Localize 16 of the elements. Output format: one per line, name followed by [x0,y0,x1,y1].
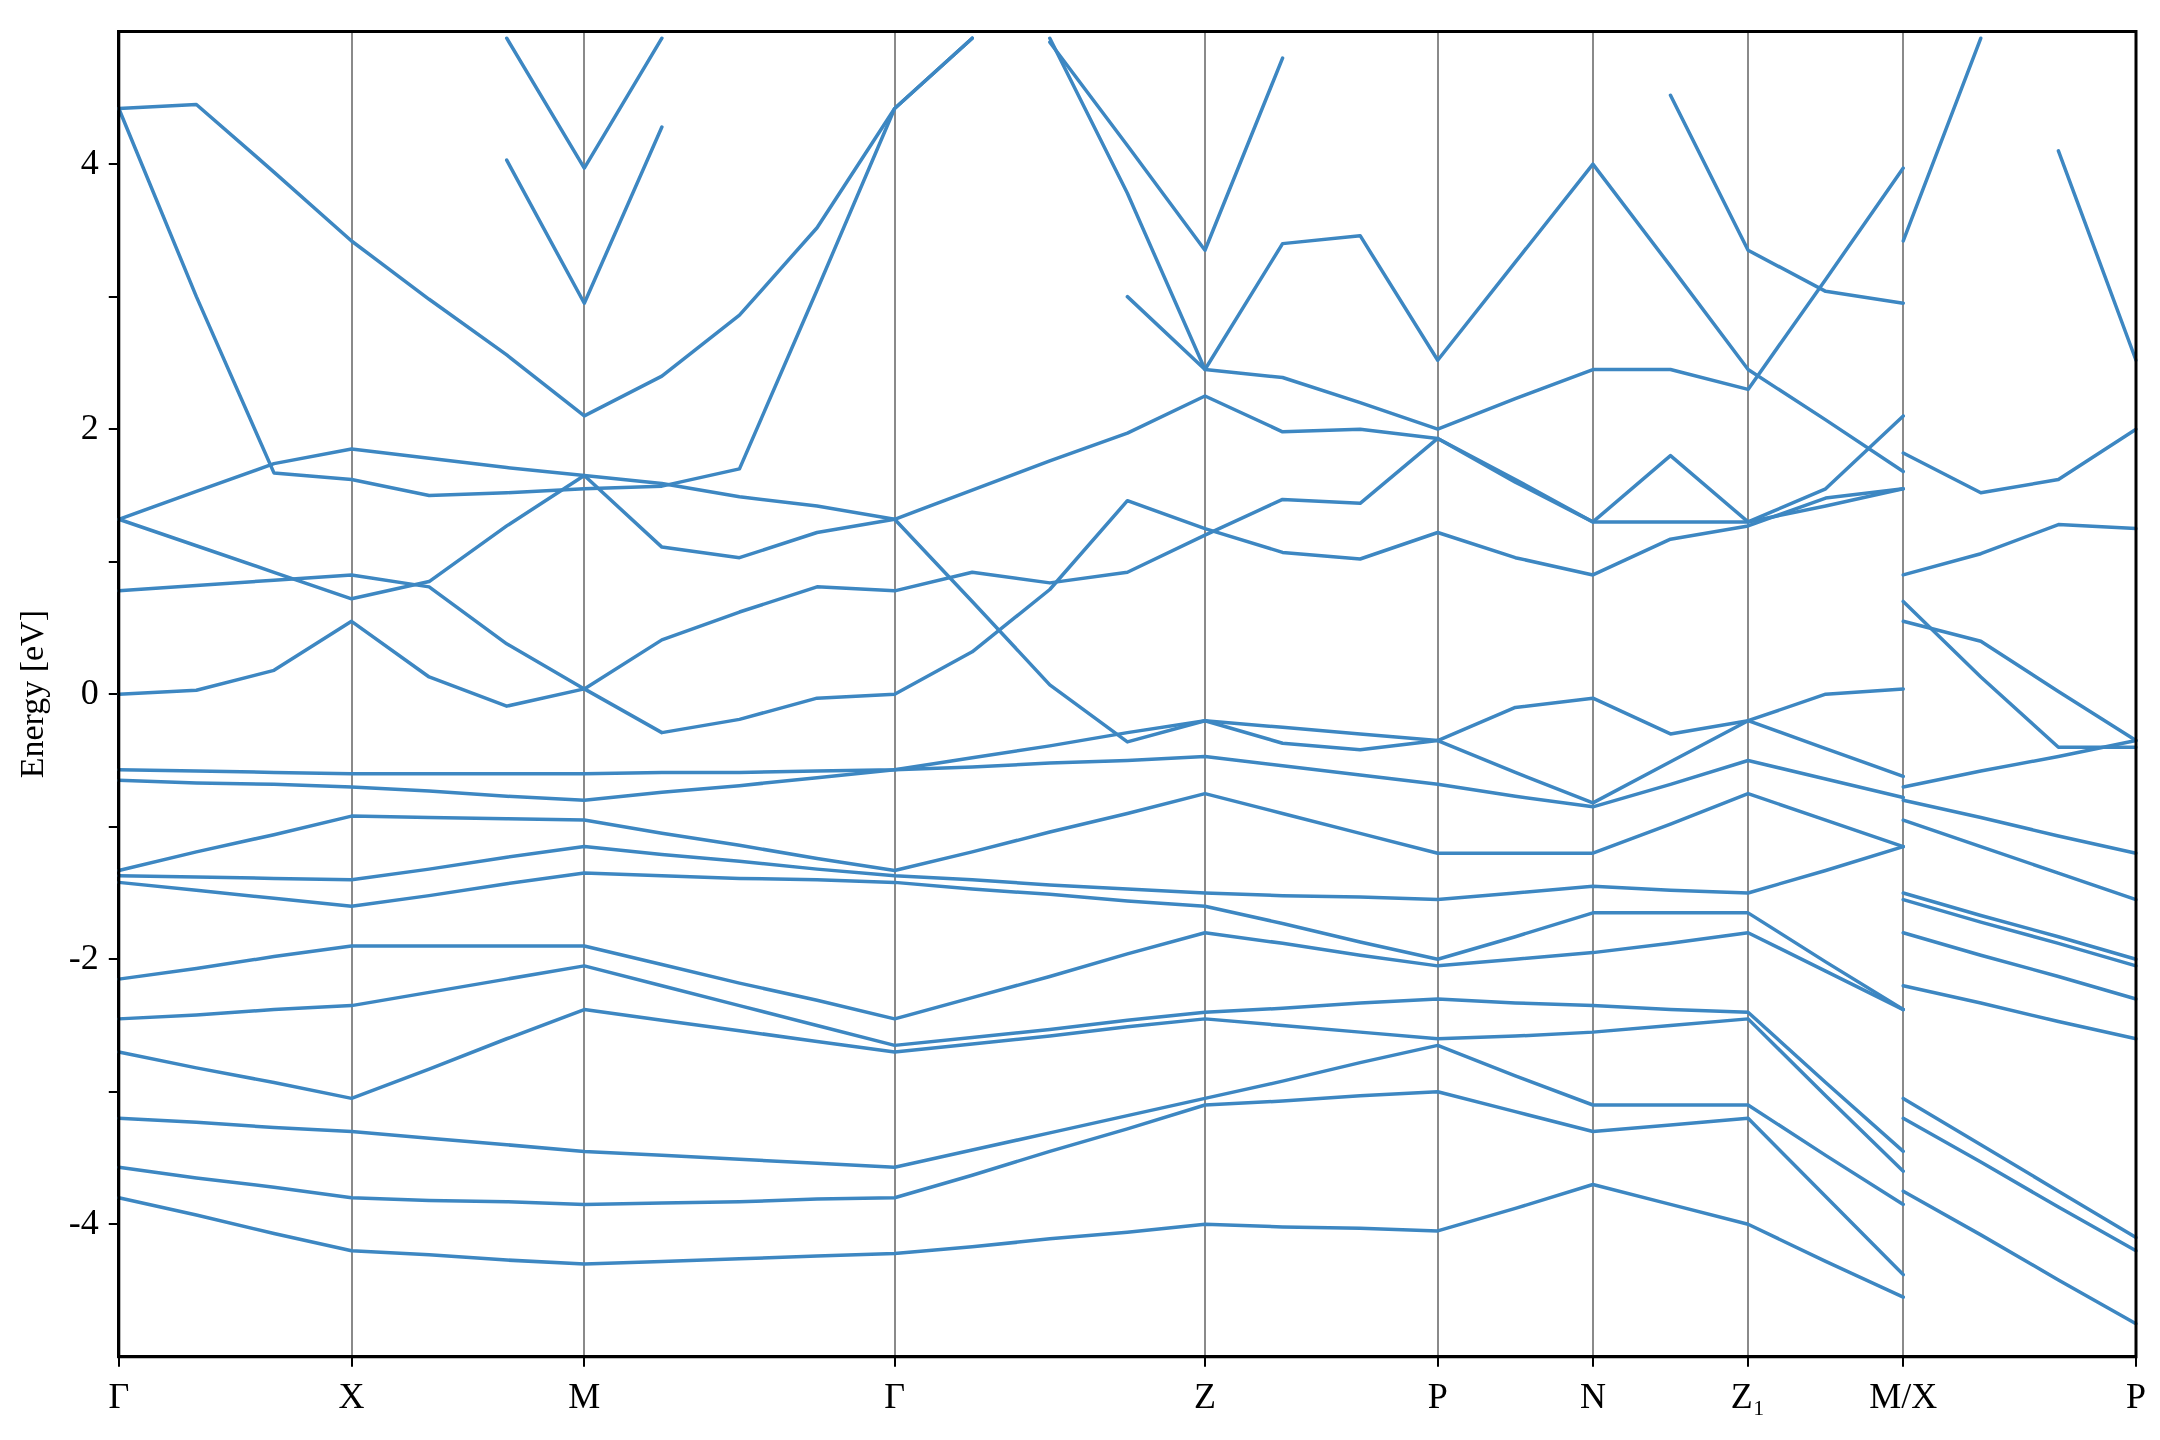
x-tick-label: Z [1193,1375,1216,1416]
y-tick-label: -2 [68,936,99,977]
y-tick-label: 4 [80,141,99,182]
y-tick-label: 0 [80,671,99,712]
x-tick-label: M/X [1869,1375,1938,1416]
y-tick-label: -4 [68,1201,99,1242]
x-tick-label: P [2125,1375,2147,1416]
x-tick-label: N [1579,1375,1606,1416]
x-tick-label: Z₁ [1730,1375,1766,1416]
x-tick-label: X [338,1375,365,1416]
y-axis-title: Energy [eV] [13,610,51,779]
x-tick-label: P [1427,1375,1448,1416]
x-tick-label: Γ [884,1375,906,1416]
y-tick-label: 2 [80,406,99,447]
x-tick-label: M [568,1375,601,1416]
x-tick-label: Γ [108,1375,130,1416]
